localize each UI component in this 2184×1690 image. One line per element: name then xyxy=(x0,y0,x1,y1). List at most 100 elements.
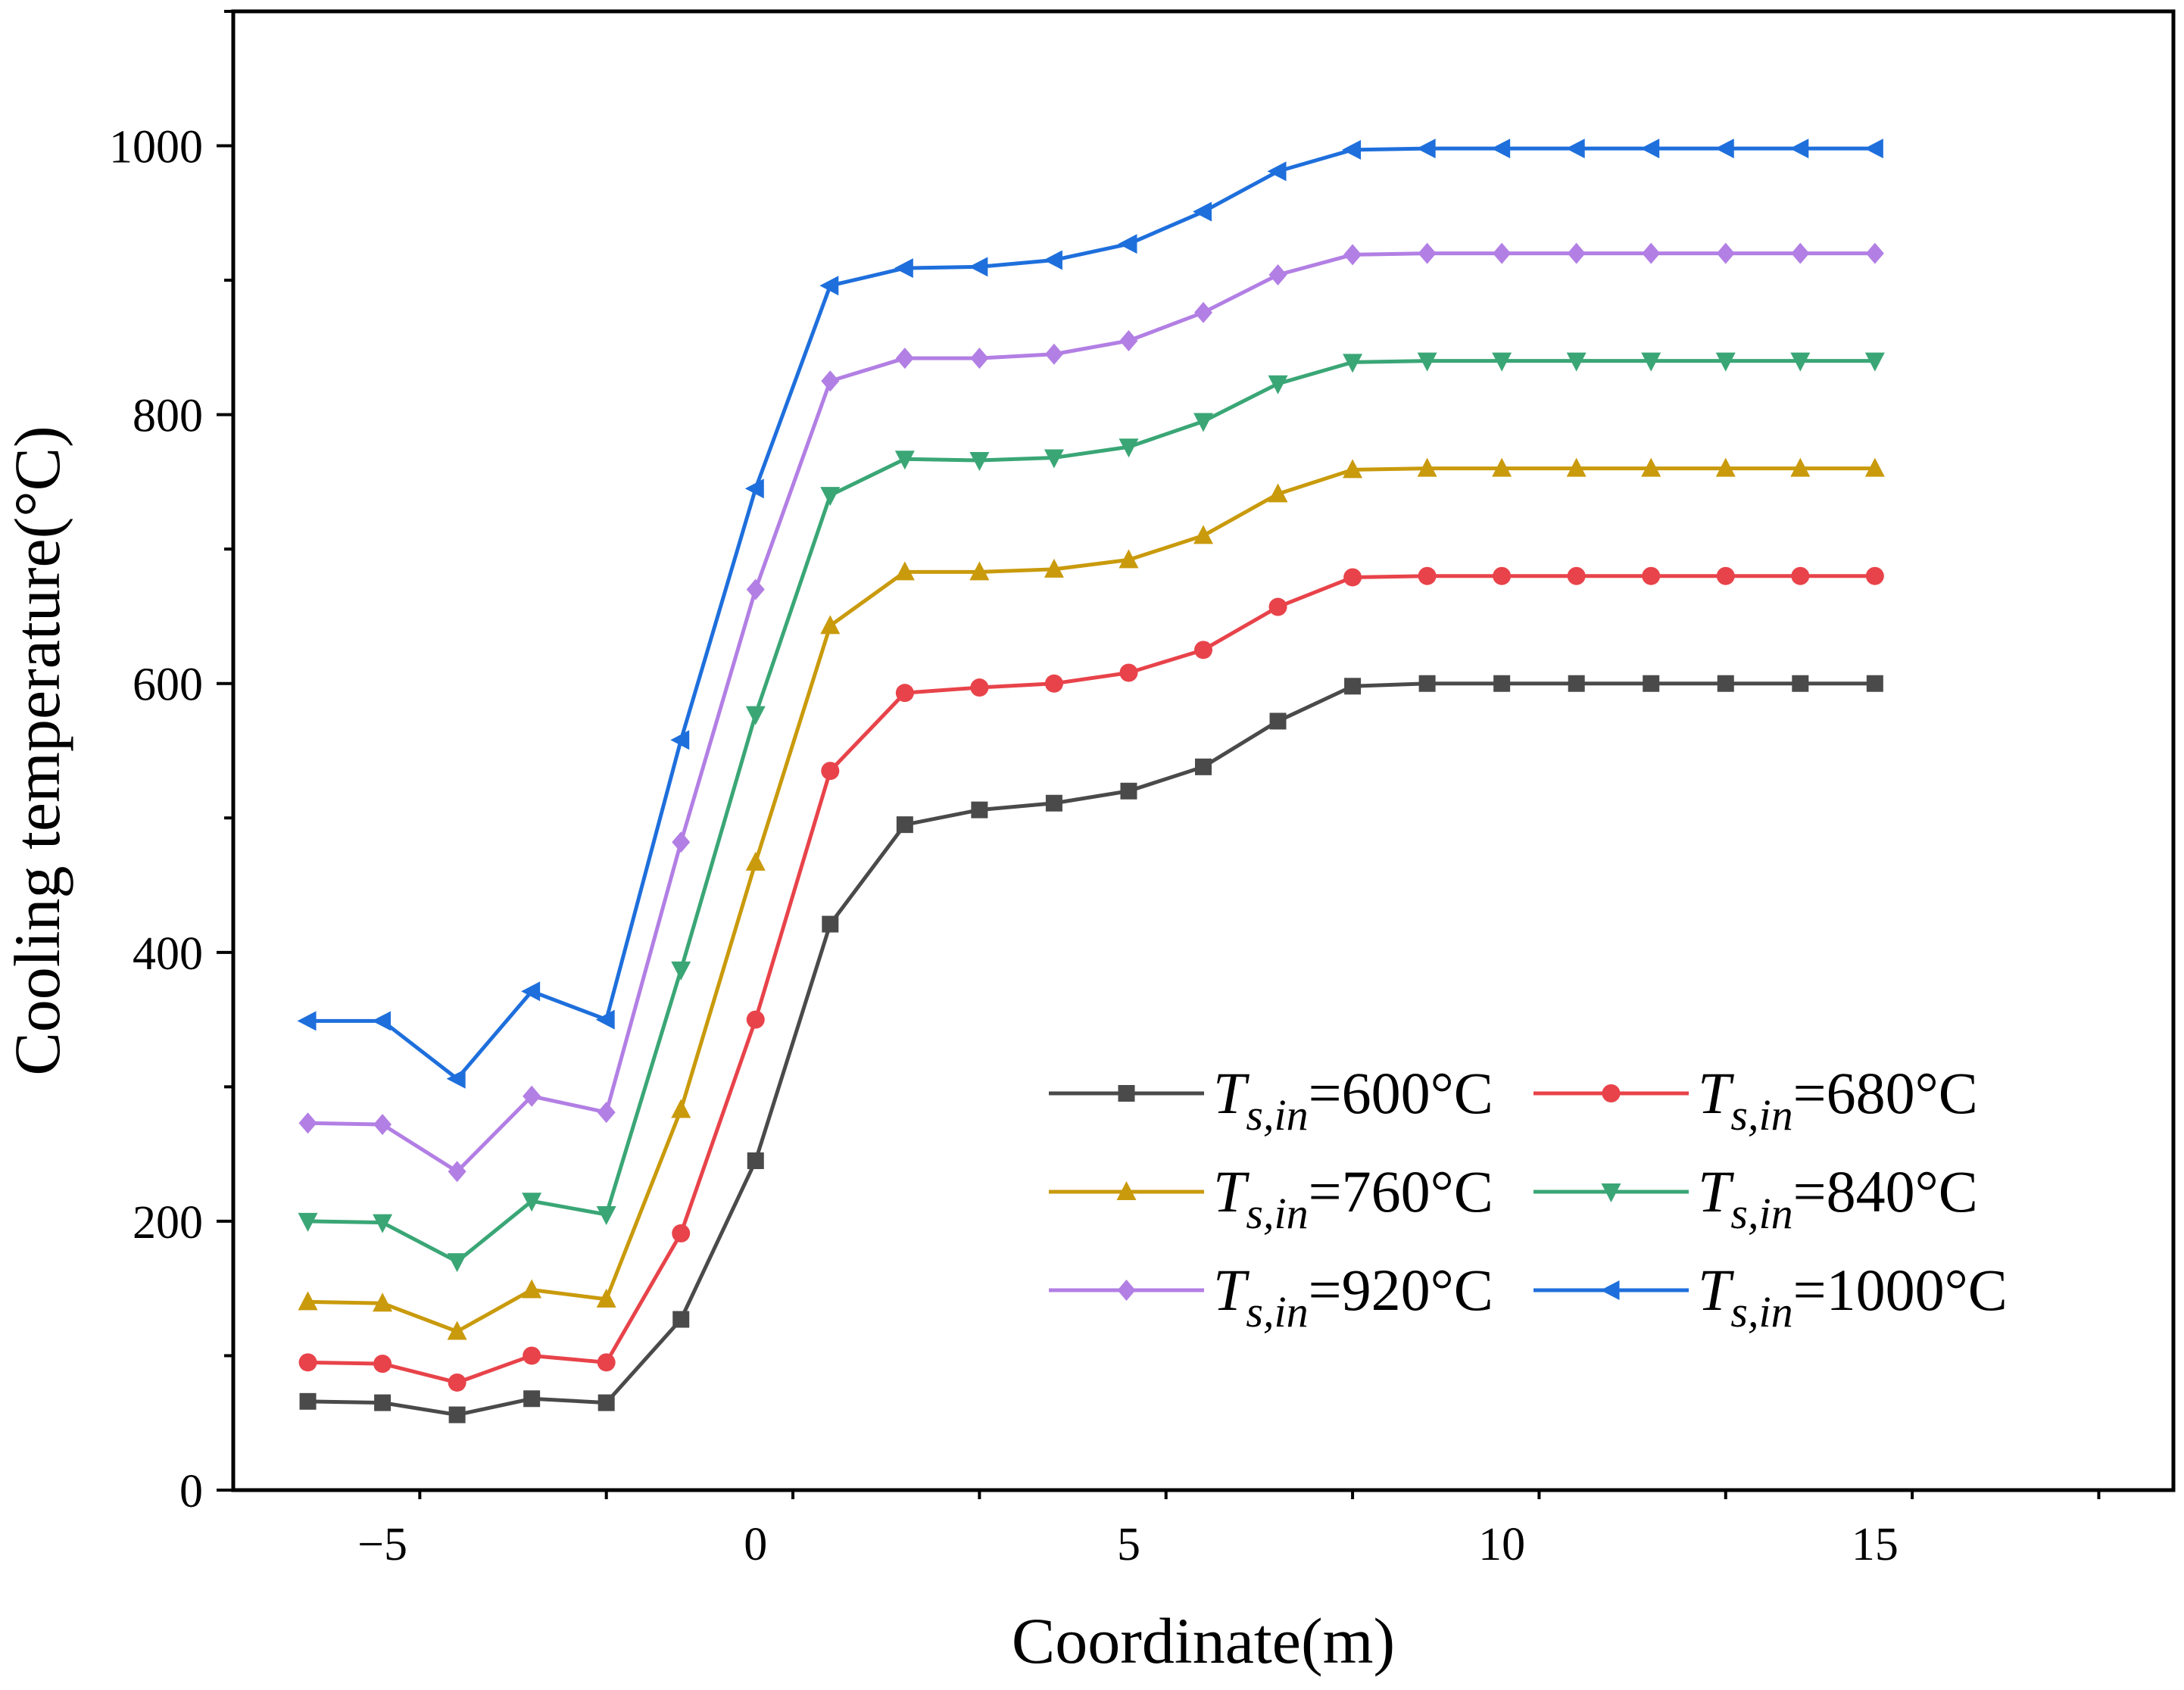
data-point xyxy=(1790,457,1811,477)
data-point xyxy=(745,706,766,725)
data-point xyxy=(298,1112,317,1134)
series xyxy=(299,675,1883,1423)
data-point xyxy=(1792,675,1809,692)
data-point xyxy=(1194,641,1212,659)
data-point xyxy=(1566,352,1587,372)
data-point xyxy=(895,684,914,703)
data-point xyxy=(1417,457,1437,477)
x-tick-label: 10 xyxy=(1478,1519,1525,1570)
y-tick-label: 600 xyxy=(133,659,203,711)
data-point xyxy=(822,915,839,933)
legend-item: Ts,in=600°C xyxy=(1049,1060,1493,1140)
data-point xyxy=(671,1099,691,1118)
data-point xyxy=(523,1390,541,1408)
data-point xyxy=(1791,242,1810,264)
legend-marker xyxy=(1600,1280,1620,1300)
data-point xyxy=(670,730,690,750)
data-point xyxy=(1492,352,1512,372)
legend-marker xyxy=(1116,1181,1137,1200)
data-point xyxy=(1417,352,1437,372)
data-point xyxy=(521,981,541,1002)
data-point xyxy=(745,851,766,871)
y-axis-title: Cooling temperature(°C) xyxy=(1,426,73,1075)
series xyxy=(298,457,1885,1340)
data-point xyxy=(1119,329,1138,351)
data-point xyxy=(1717,675,1734,692)
data-point xyxy=(597,1394,615,1411)
data-point xyxy=(374,1394,392,1411)
data-point xyxy=(1715,352,1736,372)
data-point xyxy=(1491,139,1511,159)
data-point xyxy=(1119,438,1139,458)
data-point xyxy=(1120,782,1137,800)
data-point xyxy=(1044,558,1064,578)
data-point xyxy=(969,452,990,472)
data-point xyxy=(1864,457,1885,477)
data-point xyxy=(672,831,691,853)
legend: Ts,in=600°C Ts,in=680°C Ts,in=760°C Ts,in=8… xyxy=(1049,1060,2008,1336)
data-point xyxy=(1418,566,1437,585)
data-point xyxy=(299,1392,317,1410)
data-point xyxy=(373,1114,392,1136)
data-point xyxy=(447,1321,467,1340)
data-point xyxy=(1418,675,1436,692)
data-point xyxy=(1714,139,1734,159)
series-line xyxy=(307,146,1875,1081)
data-point xyxy=(1268,483,1288,503)
data-point xyxy=(447,1253,467,1273)
data-point xyxy=(821,370,840,392)
data-point xyxy=(1269,712,1287,730)
data-point xyxy=(446,1068,466,1089)
series-line xyxy=(307,466,1875,1333)
x-axis: −5 0 5 10 15 xyxy=(357,1490,2101,1570)
data-point xyxy=(1193,201,1212,222)
legend-marker xyxy=(1601,1183,1621,1202)
data-point xyxy=(1118,234,1137,254)
x-axis-title: Coordinate(m) xyxy=(1012,1604,1395,1677)
data-point xyxy=(1343,568,1362,587)
x-tick-label: 5 xyxy=(1117,1519,1140,1570)
data-point xyxy=(1344,678,1362,695)
legend-label: Ts,in=600°C xyxy=(1213,1060,1493,1140)
data-point xyxy=(1640,139,1660,159)
data-point xyxy=(298,1291,318,1311)
data-point xyxy=(448,1161,466,1183)
legend-marker xyxy=(1118,1085,1135,1102)
data-point xyxy=(1043,250,1062,270)
legend-item: Ts,in=760°C xyxy=(1049,1158,1493,1238)
data-point xyxy=(1641,352,1661,372)
data-point xyxy=(1864,352,1885,372)
legend-marker xyxy=(1117,1280,1136,1301)
legend-item: Ts,in=1000°C xyxy=(1533,1257,2008,1336)
series xyxy=(297,139,1883,1089)
plot-frame xyxy=(231,9,2176,1492)
legend-label: Ts,in=680°C xyxy=(1698,1060,1978,1140)
data-point xyxy=(672,1224,691,1243)
data-point xyxy=(1642,242,1661,264)
data-point xyxy=(970,678,989,697)
data-point xyxy=(373,1214,393,1233)
legend-label: Ts,in=760°C xyxy=(1213,1158,1493,1238)
data-point xyxy=(1641,457,1661,477)
legend-marker xyxy=(1602,1084,1621,1102)
data-point xyxy=(894,561,915,581)
data-point xyxy=(1193,525,1213,544)
data-point xyxy=(1343,354,1363,373)
data-point xyxy=(522,1279,542,1299)
series xyxy=(298,242,1884,1183)
data-point xyxy=(1119,663,1138,682)
data-point xyxy=(1492,457,1512,477)
data-point xyxy=(969,561,990,581)
data-point xyxy=(1716,566,1735,585)
data-point xyxy=(522,1193,542,1212)
data-point xyxy=(1045,794,1062,812)
data-point xyxy=(448,1406,466,1423)
data-point xyxy=(595,1009,615,1030)
data-point xyxy=(596,1206,616,1226)
y-tick-label: 800 xyxy=(133,391,203,442)
x-tick-label: −5 xyxy=(357,1519,407,1570)
data-point xyxy=(746,1010,765,1029)
data-point xyxy=(1789,139,1809,159)
